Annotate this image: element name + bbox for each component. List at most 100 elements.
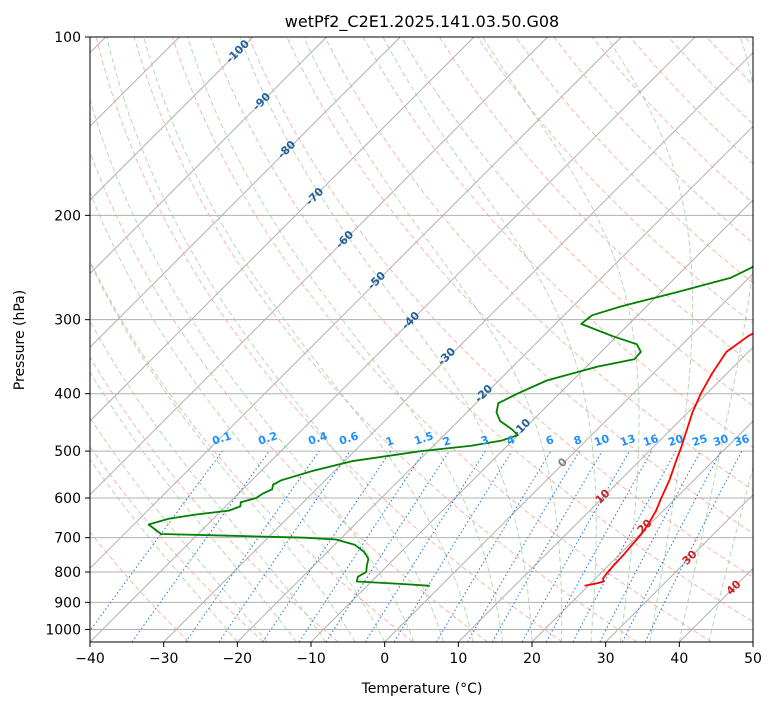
- y-tick-label: 600: [54, 491, 81, 507]
- x-tick-label: −40: [75, 651, 105, 667]
- dry-adiabat: [90, 150, 488, 642]
- isotherm-gridline: [90, 37, 549, 496]
- moist-adiabat: [106, 37, 445, 642]
- isotherm-gridline: [605, 493, 753, 642]
- mixing-ratio-label: 10: [593, 432, 612, 449]
- isotherm-gridline: [90, 37, 254, 201]
- mixing-ratio-label: 1.5: [413, 429, 436, 447]
- moist-adiabat: [606, 37, 694, 642]
- x-tick-label: 40: [670, 651, 688, 667]
- isotherm-gridline: [90, 37, 328, 275]
- moist-adiabat: [90, 190, 386, 642]
- y-tick-label: 900: [54, 595, 81, 611]
- dry-adiabat: [210, 37, 753, 623]
- y-tick-label: 300: [54, 313, 81, 329]
- x-tick-label: 20: [523, 651, 541, 667]
- dry-adiabat: [324, 37, 753, 491]
- moist-adiabat: [482, 37, 640, 642]
- y-tick-label: 400: [54, 387, 81, 403]
- mixing-ratio-line: [521, 450, 630, 642]
- mixing-ratio-label: 8: [572, 433, 583, 448]
- isotherm-gridline: [90, 37, 475, 422]
- mixing-ratio-label: 6: [544, 433, 556, 448]
- mixing-ratio-line: [325, 450, 450, 642]
- series-layer: [147, 265, 753, 587]
- y-axis-label: Pressure (hPa): [12, 290, 28, 390]
- x-tick-label: 30: [597, 651, 615, 667]
- mixing-ratio-label: 36: [733, 432, 752, 449]
- x-tick-label: 10: [449, 651, 467, 667]
- dewpoint-profile: [147, 265, 753, 587]
- isotherm-gridline: [90, 37, 622, 570]
- isotherm-gridline: [236, 125, 753, 642]
- mixing-ratio-label: 2: [441, 434, 452, 449]
- mixing-ratio-label: 30: [712, 432, 731, 449]
- mixing-ratio-line: [644, 450, 743, 642]
- dry-adiabat: [133, 37, 638, 642]
- mixing-ratio-label: 1: [384, 434, 395, 449]
- mixing-ratio-label: 0.1: [211, 429, 234, 447]
- dry-adiabat: [90, 356, 339, 642]
- chart-title: wetPf2_C2E1.2025.141.03.50.G08: [285, 12, 559, 32]
- dry-adiabat: [515, 37, 753, 284]
- mixing-ratio-line: [90, 450, 223, 632]
- moist-adiabat: [90, 458, 238, 642]
- dry-adiabat: [90, 445, 264, 642]
- y-axis: 100 200 300 400 500 600 700 800 900 1000: [45, 30, 90, 638]
- moist-adiabat: [708, 465, 753, 642]
- y-tick-label: 500: [54, 444, 81, 460]
- mixing-ratio-line: [218, 450, 351, 642]
- mixing-ratio-label: 0.6: [338, 429, 361, 447]
- x-tick-label: −10: [296, 651, 326, 667]
- isotherm-gridline: [457, 346, 753, 642]
- mixing-ratio-label: 20: [667, 432, 686, 449]
- mixing-ratio-line: [185, 450, 320, 642]
- isotherm-gridline: [163, 51, 753, 642]
- plot-frame: [89, 36, 754, 643]
- dry-adiabat: [438, 37, 753, 366]
- moist-adiabat: [382, 37, 597, 642]
- moist-adiabat: [678, 37, 753, 642]
- mixing-ratio-line: [298, 450, 425, 642]
- mixing-ratio-line: [131, 450, 270, 642]
- moist-adiabat: [90, 320, 327, 642]
- moist-adiabat: [303, 37, 563, 642]
- mixing-ratio-label: 25: [691, 432, 710, 449]
- dry-adiabat: [95, 37, 563, 642]
- mixing-ratio-label: 4: [505, 433, 517, 448]
- y-tick-label: 1000: [45, 622, 81, 638]
- mixing-ratio-line: [393, 450, 513, 642]
- mixing-ratio-line: [262, 450, 392, 642]
- x-tick-label: −30: [149, 651, 179, 667]
- y-tick-label: 100: [54, 30, 81, 46]
- x-axis-label: Temperature (°C): [361, 681, 483, 697]
- x-axis: −40 −30 −20 −10 0 10 20 30 40 50: [75, 642, 762, 667]
- moist-adiabat: [239, 37, 533, 642]
- mixing-ratio-line: [545, 450, 653, 642]
- mixing-ratio-label: 0.2: [257, 429, 280, 447]
- x-tick-label: −20: [223, 651, 253, 667]
- x-tick-label: 0: [380, 651, 389, 667]
- dry-adiabat: [90, 531, 190, 642]
- isotherm-gridline: [384, 272, 753, 642]
- mixing-ratio-label: 16: [642, 432, 661, 449]
- y-tick-label: 800: [54, 565, 81, 581]
- y-tick-label: 200: [54, 208, 81, 224]
- mixing-ratio-label: 0.4: [307, 429, 330, 447]
- dry-adiabat: [248, 37, 753, 578]
- isotherm-gridline: [90, 37, 696, 642]
- mixing-ratio-label: 13: [619, 432, 638, 449]
- moist-adiabat: [143, 37, 474, 642]
- temperature-profile: [584, 332, 753, 587]
- moist-adiabat: [187, 37, 503, 642]
- y-tick-label: 700: [54, 531, 81, 547]
- isotherm-gridline: [531, 420, 753, 642]
- moist-adiabat: [90, 416, 268, 642]
- isotherm-gridline: [90, 37, 401, 349]
- x-tick-label: 50: [744, 651, 762, 667]
- background-lines: [90, 37, 753, 642]
- dry-adiabat: [90, 259, 414, 642]
- moist-adiabat: [90, 261, 356, 642]
